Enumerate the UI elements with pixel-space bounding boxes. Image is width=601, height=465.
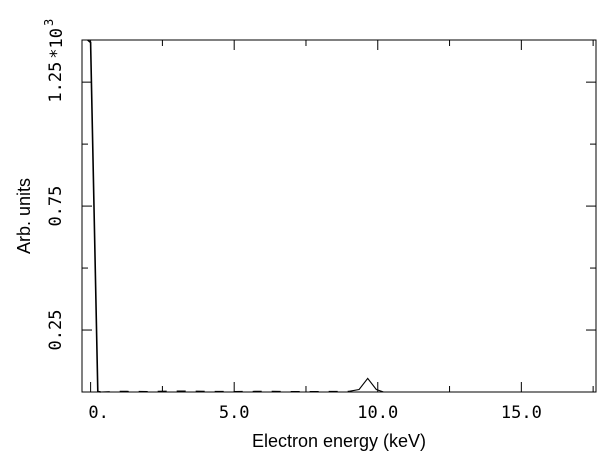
y-axis-label: Arb. units bbox=[14, 178, 34, 254]
y-multiplier: *10 3 bbox=[42, 19, 67, 59]
y-tick-label: 1.25 bbox=[46, 62, 66, 103]
series-line-3 bbox=[349, 377, 384, 393]
ticks bbox=[82, 40, 596, 392]
x-tick-label: 5.0 bbox=[219, 403, 250, 423]
y-multiplier-text: *10 bbox=[47, 28, 67, 59]
tick-labels: 0. 5.0 10.0 15.0 0.25 0.75 1.25 bbox=[46, 62, 542, 423]
series-group bbox=[87, 39, 384, 393]
x-tick-label: 10.0 bbox=[357, 403, 398, 423]
series-line-1 bbox=[87, 39, 101, 393]
x-axis-label: Electron energy (keV) bbox=[252, 431, 426, 451]
x-tick-label: 15.0 bbox=[501, 403, 542, 423]
y-tick-label: 0.25 bbox=[46, 310, 66, 351]
x-tick-label: 0. bbox=[88, 403, 108, 423]
y-multiplier-exponent: 3 bbox=[42, 19, 56, 26]
y-tick-label: 0.75 bbox=[46, 186, 66, 227]
series-line-2 bbox=[100, 390, 350, 393]
plot-frame bbox=[81, 39, 597, 393]
